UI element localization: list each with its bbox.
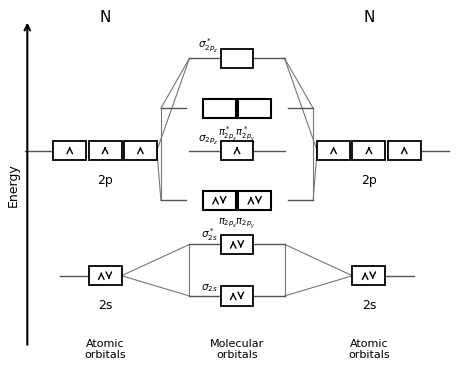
- Bar: [53, 141, 86, 160]
- Text: 2s: 2s: [98, 299, 112, 312]
- Bar: [203, 99, 236, 118]
- Bar: [89, 141, 121, 160]
- Bar: [220, 286, 254, 306]
- Bar: [220, 141, 254, 160]
- Text: Energy: Energy: [7, 164, 19, 207]
- Bar: [317, 141, 350, 160]
- Bar: [353, 141, 385, 160]
- Bar: [388, 141, 421, 160]
- Text: $\sigma^*_{2s}$: $\sigma^*_{2s}$: [201, 226, 218, 243]
- Text: N: N: [100, 10, 111, 26]
- Text: $\sigma_{2s}$: $\sigma_{2s}$: [201, 282, 218, 294]
- Text: $\pi^*_{2p_x}\pi^*_{2p_y}$: $\pi^*_{2p_x}\pi^*_{2p_y}$: [219, 125, 255, 144]
- Bar: [220, 49, 254, 68]
- Text: Atomic
orbitals: Atomic orbitals: [348, 339, 390, 360]
- Text: N: N: [363, 10, 374, 26]
- Text: $\sigma^*_{2p_z}$: $\sigma^*_{2p_z}$: [198, 36, 218, 54]
- Text: 2s: 2s: [362, 299, 376, 312]
- Bar: [220, 235, 254, 254]
- Text: $\sigma_{2p_z}$: $\sigma_{2p_z}$: [198, 133, 218, 146]
- Text: Molecular
orbitals: Molecular orbitals: [210, 339, 264, 360]
- Text: Atomic
orbitals: Atomic orbitals: [84, 339, 126, 360]
- Bar: [353, 266, 385, 285]
- Text: 2p: 2p: [97, 174, 113, 187]
- Bar: [124, 141, 157, 160]
- Text: 2p: 2p: [361, 174, 377, 187]
- Bar: [238, 99, 271, 118]
- Bar: [89, 266, 121, 285]
- Bar: [203, 191, 236, 210]
- Text: $\pi_{2p_x}\pi_{2p_y}$: $\pi_{2p_x}\pi_{2p_y}$: [219, 217, 255, 231]
- Bar: [238, 191, 271, 210]
